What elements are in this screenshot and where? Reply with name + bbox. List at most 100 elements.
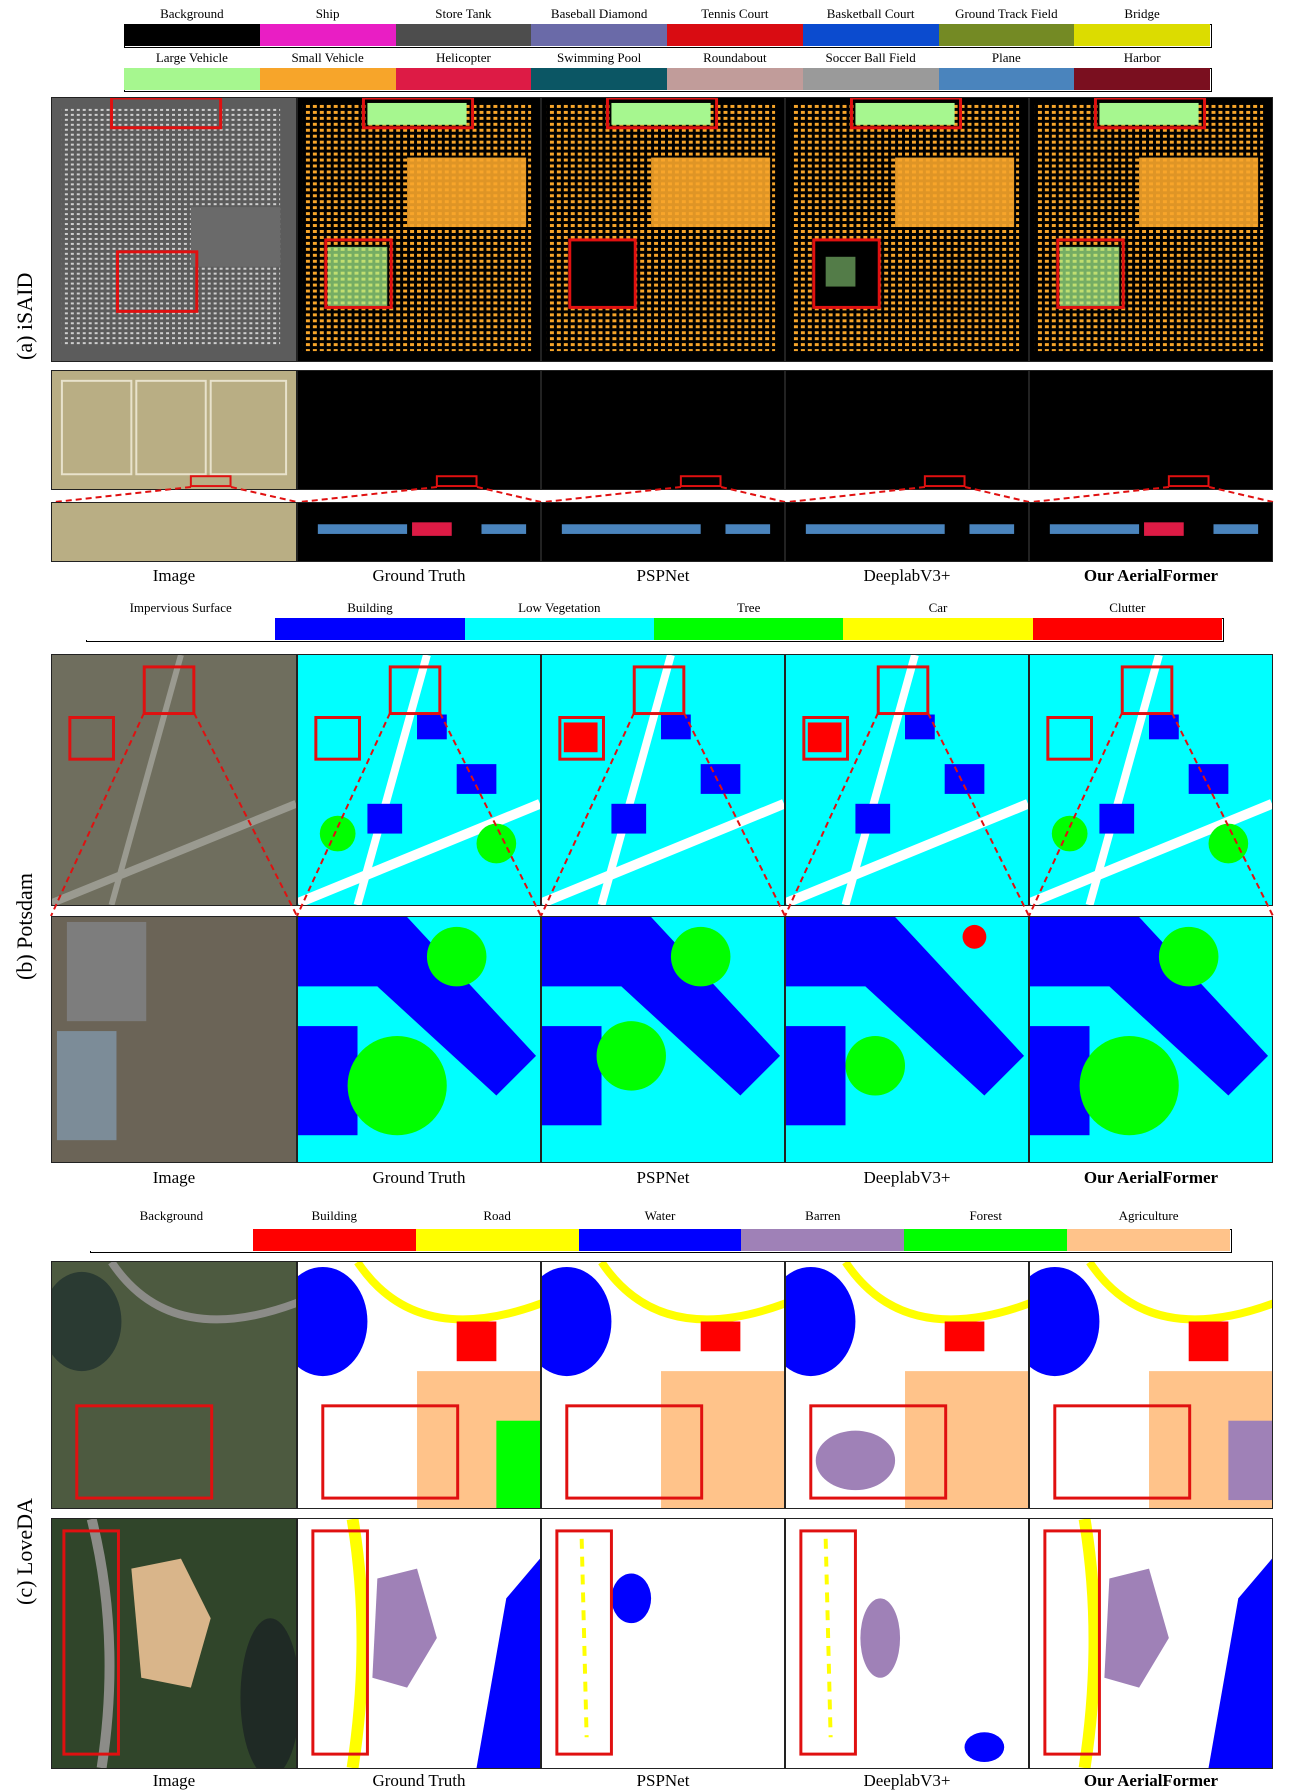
loveda-legend-label: Building [311,1208,358,1223]
isaid-legend-label: Soccer Ball Field [825,50,916,65]
loveda-legend-swatch [578,1229,742,1251]
potsdam-row1-image [51,654,297,906]
loveda-row2-image [51,1518,297,1769]
isaid-legend-label: Bridge [1124,6,1160,21]
potsdam-legend-swatch [464,618,654,640]
isaid-legend-swatch [395,24,532,46]
potsdam-row2-image [51,916,297,1163]
loveda-legend-label: Background [139,1208,204,1223]
isaid-legend-swatch [1074,24,1210,46]
isaid-legend-swatch [938,68,1075,90]
isaid-row3-pspnet [541,502,785,562]
potsdam-legend-label: Car [928,600,948,615]
isaid-legend-label: Swimming Pool [557,50,642,65]
isaid-row3-image [51,502,297,562]
potsdam-legend-label: Tree [736,600,761,615]
potsdam-legend-swatch [275,618,465,640]
loveda-legend-swatch [904,1229,1068,1251]
isaid-caption-pspnet: PSPNet [636,566,690,585]
isaid-legend-label: Baseball Diamond [550,6,648,21]
isaid-row2-ground-truth [297,370,541,490]
loveda-legend-swatch [741,1229,905,1251]
loveda-row2-pspnet [541,1518,785,1769]
isaid-row1-aerialformer [1029,97,1273,362]
isaid-legend-label: Ship [315,6,340,21]
loveda-row1-deeplabv3 [785,1261,1029,1509]
loveda-row1-pspnet [541,1261,785,1509]
isaid-row1-ground-truth [297,97,541,362]
potsdam-row1-pspnet [541,654,785,906]
isaid-row2-deeplabv3 [785,370,1029,490]
isaid-caption-image: Image [152,566,196,585]
isaid-legend-label: Helicopter [435,50,491,65]
section-label-loveda: (c) LoveDA [12,1498,37,1605]
potsdam-legend-label: Impervious Surface [129,600,232,615]
loveda-legend-label: Forest [969,1208,1002,1223]
loveda-caption-ground-truth: Ground Truth [372,1771,466,1790]
loveda-row2-aerialformer [1029,1518,1273,1769]
isaid-row1-image [51,97,297,362]
isaid-legend-label: Tennis Court [701,6,769,21]
loveda-row2-deeplabv3 [785,1518,1029,1769]
isaid-legend-swatch [667,68,803,90]
isaid-row2-image [51,370,297,490]
potsdam-row1-deeplabv3 [785,654,1029,906]
loveda-legend-swatch [90,1229,253,1251]
isaid-row3-ground-truth [297,502,541,562]
potsdam-legend-label: Clutter [1109,600,1146,615]
potsdam-caption-ground-truth: Ground Truth [372,1168,466,1187]
loveda-caption-image: Image [152,1771,196,1790]
potsdam-caption-deeplabv3: DeeplabV3+ [863,1168,951,1187]
potsdam-legend-label: Building [347,600,393,615]
potsdam-row2-ground-truth [297,916,541,1163]
isaid-legend-swatch [259,68,396,90]
isaid-legend-label: Small Vehicle [291,50,364,65]
loveda-legend-label: Road [483,1208,511,1223]
isaid-legend-label: Store Tank [435,6,492,21]
potsdam-row1-ground-truth [297,654,541,906]
isaid-legend-label: Large Vehicle [155,50,228,65]
isaid-row3-aerialformer [1029,502,1273,562]
isaid-row2-aerialformer [1029,370,1273,490]
isaid-legend-swatch [1074,68,1210,90]
potsdam-row2-deeplabv3 [785,916,1029,1163]
isaid-legend-label: Basketball Court [826,6,915,21]
loveda-legend-swatch [252,1229,416,1251]
isaid-legend-swatch [667,24,803,46]
isaid-caption-aerialformer: Our AerialFormer [1083,566,1219,585]
isaid-legend-swatch [802,68,939,90]
loveda-row2-ground-truth [297,1518,541,1769]
isaid-legend-label: Ground Track Field [955,6,1058,21]
potsdam-row2-aerialformer [1029,916,1273,1163]
loveda-legend-label: Water [644,1208,676,1223]
isaid-row2-pspnet [541,370,785,490]
isaid-legend-label: Harbor [1123,50,1161,65]
isaid-legend-swatch [259,24,396,46]
isaid-legend-label: Background [160,6,224,21]
loveda-row1-image [51,1261,297,1509]
loveda-legend-swatch [1067,1229,1230,1251]
isaid-legend-swatch [124,68,260,90]
isaid-legend-swatch [938,24,1075,46]
section-label-isaid: (a) iSAID [12,272,37,360]
potsdam-caption-aerialformer: Our AerialFormer [1083,1168,1219,1187]
loveda-legend-swatch [415,1229,579,1251]
loveda-legend-label: Barren [805,1208,841,1223]
potsdam-caption-image: Image [152,1168,196,1187]
potsdam-legend-label: Low Vegetation [518,600,601,615]
isaid-legend-label: Roundabout [703,50,767,65]
isaid-row1-deeplabv3 [785,97,1029,362]
potsdam-legend-swatch [654,618,844,640]
section-label-potsdam: (b) Potsdam [12,873,37,980]
loveda-caption-pspnet: PSPNet [636,1771,690,1790]
loveda-legend-label: Agriculture [1118,1208,1179,1223]
loveda-caption-deeplabv3: DeeplabV3+ [863,1771,951,1790]
potsdam-row2-pspnet [541,916,785,1163]
potsdam-legend-swatch [843,618,1033,640]
isaid-legend-label: Plane [991,50,1021,65]
isaid-row3-deeplabv3 [785,502,1029,562]
potsdam-row1-aerialformer [1029,654,1273,906]
isaid-row1-pspnet [541,97,785,362]
potsdam-legend-swatch [86,618,276,640]
isaid-legend-swatch [124,24,260,46]
